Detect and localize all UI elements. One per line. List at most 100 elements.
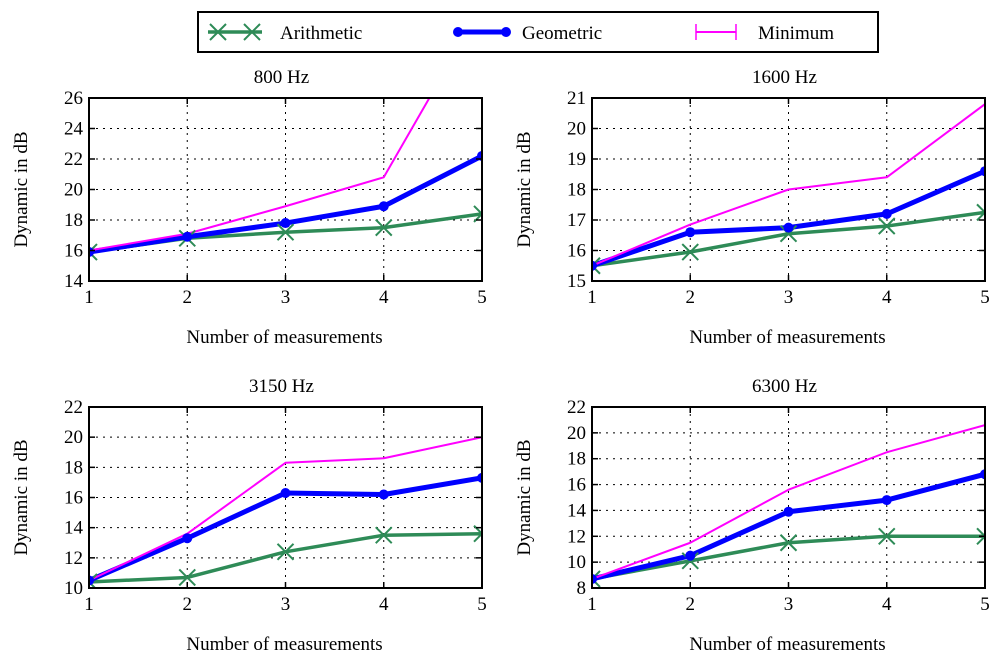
y-tick-label: 20 [567, 119, 586, 140]
legend: Arithmetic Geometric Minimum [197, 11, 879, 53]
data-point-arithmetic [375, 218, 393, 237]
data-point-arithmetic [89, 243, 98, 261]
y-tick-label: 22 [64, 397, 83, 418]
series-line-minimum [89, 98, 431, 252]
legend-item-arithmetic: Arithmetic [208, 23, 362, 44]
x-tick-label: 4 [379, 594, 389, 615]
data-point-geometric [89, 247, 94, 258]
series-line-minimum [592, 424, 985, 580]
data-point-arithmetic [276, 223, 295, 241]
y-tick-label: 14 [567, 500, 587, 521]
x-tick-label: 2 [686, 594, 696, 615]
data-point-geometric [980, 166, 985, 177]
x-axis-label: Number of measurements [186, 634, 382, 655]
legend-box [197, 11, 879, 53]
y-tick-label: 16 [567, 241, 586, 262]
x-tick-label: 5 [477, 594, 487, 615]
y-tick-label: 14 [64, 271, 84, 292]
x-tick-label: 3 [281, 287, 291, 308]
data-point-geometric [685, 227, 696, 238]
y-axis-label: Dynamic in dB [11, 439, 32, 555]
legend-item-geometric: Geometric [453, 23, 602, 44]
x-axis-label: Number of measurements [186, 327, 382, 348]
series-group [89, 436, 482, 588]
y-axis-label: Dynamic in dB [11, 131, 32, 247]
series-line-minimum [89, 436, 482, 582]
y-tick-label: 8 [577, 578, 587, 599]
data-point-arithmetic [592, 257, 601, 275]
data-point-geometric [378, 489, 389, 500]
data-point-arithmetic [375, 526, 393, 544]
y-tick-label: 20 [64, 180, 83, 201]
y-tick-label: 12 [64, 548, 83, 569]
data-point-arithmetic [681, 243, 699, 261]
x-tick-label: 1 [84, 594, 94, 615]
data-point-geometric [881, 208, 892, 219]
x-tick-label: 2 [183, 594, 193, 615]
chart-panel-1600-hz: 1 2 3 4 5 15 16 17 18 19 20 21 1600 Hz Number of meas… [514, 67, 990, 348]
panel-title: 3150 Hz [249, 376, 314, 397]
data-point-arithmetic [779, 225, 798, 243]
panel-title: 1600 Hz [752, 67, 817, 88]
data-point-geometric [783, 222, 794, 233]
data-point-arithmetic [976, 203, 985, 222]
legend-item-minimum: Minimum [695, 23, 834, 44]
y-tick-label: 18 [64, 210, 83, 231]
x-tick-label: 1 [587, 594, 597, 615]
y-tick-label: 16 [567, 475, 586, 496]
panel-title: 800 Hz [254, 67, 309, 88]
x-tick-label: 1 [587, 287, 597, 308]
y-axis-label: Dynamic in dB [514, 131, 535, 247]
x-tick-label: 4 [882, 287, 892, 308]
x-tick-label: 3 [784, 594, 794, 615]
series-group [592, 424, 985, 588]
x-tick-label: 2 [686, 287, 696, 308]
x-tick-label: 3 [281, 594, 291, 615]
y-tick-label: 20 [64, 427, 83, 448]
y-tick-label: 18 [567, 180, 586, 201]
data-point-geometric [477, 472, 482, 483]
y-tick-label: 12 [567, 526, 586, 547]
data-point-geometric [980, 469, 985, 480]
data-point-arithmetic [276, 543, 295, 561]
x-axis-label: Number of measurements [689, 327, 885, 348]
chart-panel-800-hz: 1 2 3 4 5 14 16 18 20 22 24 26 800 Hz Number of measu… [11, 67, 487, 348]
y-tick-label: 20 [567, 423, 586, 444]
data-point-geometric [881, 495, 892, 506]
data-point-geometric [280, 487, 291, 498]
legend-label-geometric: Geometric [522, 23, 602, 44]
data-point-arithmetic [473, 205, 482, 223]
data-point-geometric [182, 231, 193, 242]
x-tick-label: 5 [980, 594, 990, 615]
y-tick-label: 18 [567, 449, 586, 470]
x-tick-label: 2 [183, 287, 193, 308]
y-tick-label: 14 [64, 518, 84, 539]
y-tick-label: 16 [64, 488, 83, 509]
y-tick-label: 18 [64, 457, 83, 478]
data-point-geometric [89, 575, 94, 586]
x-axis-label: Number of measurements [689, 634, 885, 655]
data-point-arithmetic [878, 527, 896, 545]
legend-marker-arithmetic [243, 23, 261, 41]
data-point-geometric [378, 201, 389, 212]
series-line-minimum [592, 103, 985, 267]
y-tick-label: 26 [64, 88, 83, 109]
x-tick-label: 5 [477, 287, 487, 308]
legend-label-arithmetic: Arithmetic [280, 23, 362, 44]
legend-marker-geometric [501, 27, 511, 37]
y-tick-label: 16 [64, 241, 83, 262]
data-point-geometric [182, 533, 193, 544]
y-tick-label: 22 [64, 149, 83, 170]
data-point-geometric [280, 218, 291, 229]
y-tick-label: 19 [567, 149, 586, 170]
data-point-arithmetic [592, 570, 601, 588]
x-tick-label: 4 [379, 287, 389, 308]
series-group [89, 98, 482, 261]
x-tick-label: 4 [882, 594, 892, 615]
y-axis-label: Dynamic in dB [514, 439, 535, 555]
data-point-arithmetic [779, 534, 798, 552]
legend-label-minimum: Minimum [758, 23, 834, 44]
